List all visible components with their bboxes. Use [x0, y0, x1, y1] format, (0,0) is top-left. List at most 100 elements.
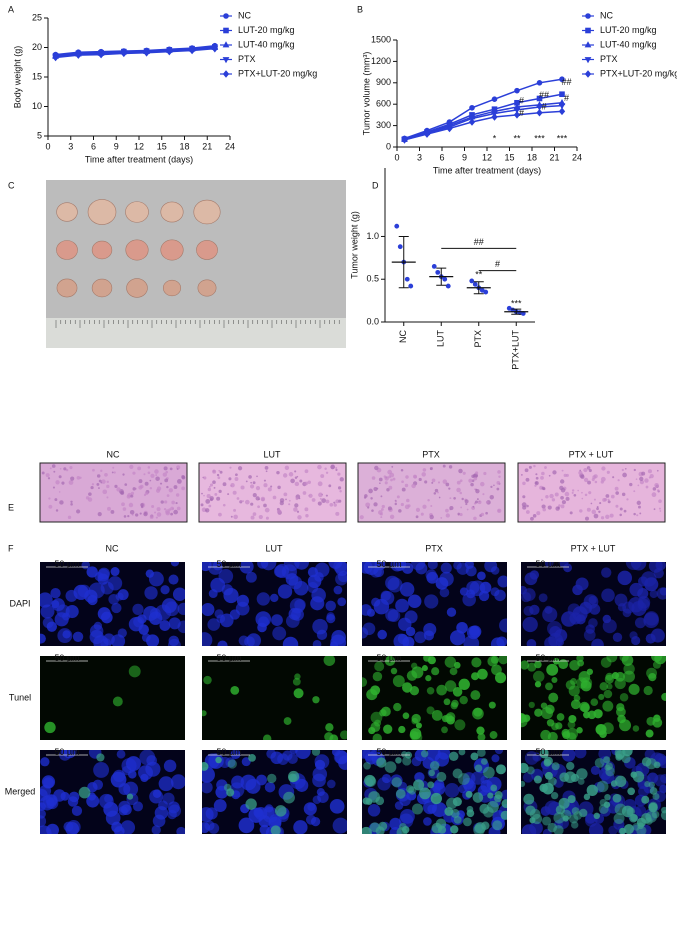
nucleus	[317, 464, 322, 470]
nucleus	[276, 509, 282, 514]
nucleus	[176, 506, 181, 511]
nucleus	[144, 491, 149, 496]
dapi-cell	[538, 593, 548, 603]
nucleus	[170, 512, 173, 516]
dapi-cell	[426, 571, 439, 584]
dapi-cell	[588, 823, 604, 834]
x-tick-label: 21	[202, 141, 212, 151]
nucleus	[263, 479, 266, 482]
cells	[40, 750, 185, 834]
nucleus	[401, 487, 406, 492]
dapi-cell	[100, 638, 112, 646]
dapi-cell	[154, 806, 169, 820]
nucleus	[165, 509, 170, 515]
nucleus	[250, 502, 254, 506]
dapi-cell	[219, 613, 234, 628]
nucleus	[391, 465, 394, 468]
dapi-cell	[62, 612, 71, 621]
tunel-cell	[533, 775, 542, 784]
tunel-cell	[545, 682, 553, 691]
nucleus	[130, 494, 134, 498]
dapi-cell	[326, 612, 335, 621]
tunel-cell	[533, 670, 545, 683]
dapi-cell	[458, 784, 468, 794]
dapi-cell	[202, 807, 214, 823]
nucleus	[123, 515, 127, 518]
nucleus	[165, 470, 169, 474]
nucleus	[325, 494, 328, 497]
nucleus	[333, 503, 337, 507]
nucleus	[470, 482, 474, 487]
dapi-cell	[617, 570, 633, 586]
annotation: ***	[557, 134, 568, 144]
nucleus	[218, 489, 222, 493]
nucleus	[255, 486, 261, 491]
dapi-cell	[335, 572, 347, 586]
marker	[585, 13, 591, 19]
x-tick-label: 6	[439, 152, 444, 162]
dapi-cell	[314, 759, 326, 770]
tunel-cell	[648, 781, 656, 789]
nucleus	[427, 498, 430, 502]
nucleus	[181, 475, 185, 479]
tunel-cell	[406, 670, 418, 681]
tunel-cell	[452, 797, 462, 807]
tunel-cell	[603, 801, 611, 808]
nucleus	[490, 485, 493, 488]
nucleus	[438, 496, 441, 499]
nucleus	[647, 469, 652, 474]
panel-label: A	[8, 4, 14, 14]
nucleus	[445, 482, 450, 487]
dapi-cell	[270, 593, 279, 603]
nucleus	[594, 480, 598, 484]
data-point	[442, 276, 448, 282]
nucleus	[116, 487, 121, 492]
nucleus	[415, 507, 421, 512]
cells	[40, 562, 185, 646]
tunel-cell	[498, 656, 507, 665]
dapi-cell	[435, 577, 449, 590]
dapi-cell	[99, 793, 114, 809]
dapi-cell	[168, 635, 180, 646]
dapi-cell	[490, 566, 500, 575]
dapi-cell	[462, 592, 476, 607]
nucleus	[579, 509, 583, 513]
nucleus	[168, 488, 173, 493]
dapi-cell	[170, 774, 185, 790]
nucleus	[571, 489, 575, 492]
dapi-cell	[637, 587, 649, 600]
tunel-cell	[569, 660, 580, 671]
nucleus	[264, 507, 270, 513]
nucleus	[335, 467, 338, 470]
legend-label: PTX+LUT-20 mg/kg	[238, 68, 317, 78]
y-tick-label: 1200	[371, 56, 391, 66]
dapi-cell	[202, 781, 213, 794]
nucleus	[573, 493, 577, 497]
nucleus	[257, 505, 260, 509]
nucleus	[480, 481, 485, 487]
y-axis-title: Body weight (g)	[12, 46, 22, 109]
tunel-cell	[203, 675, 212, 685]
legend-label: LUT-40 mg/kg	[238, 39, 295, 49]
tunel-cell	[466, 805, 474, 813]
nucleus	[378, 477, 383, 482]
nucleus	[333, 501, 336, 504]
nucleus	[250, 481, 252, 484]
marker	[558, 107, 566, 116]
dapi-cell	[282, 750, 293, 761]
fluorescence-image: 50 µm	[202, 747, 347, 834]
annotation: ***	[511, 298, 522, 308]
nucleus	[528, 465, 532, 469]
annotation: *	[493, 134, 497, 144]
nucleus	[65, 468, 69, 472]
tunel-cell	[402, 712, 410, 720]
tunel-cell	[459, 695, 468, 705]
nucleus	[209, 496, 214, 501]
dapi-cell	[177, 620, 185, 634]
nucleus	[561, 469, 564, 472]
nucleus	[615, 504, 619, 508]
nucleus	[252, 493, 257, 498]
data-point	[469, 278, 475, 284]
dapi-cell	[87, 594, 98, 606]
dapi-cell	[414, 631, 427, 644]
